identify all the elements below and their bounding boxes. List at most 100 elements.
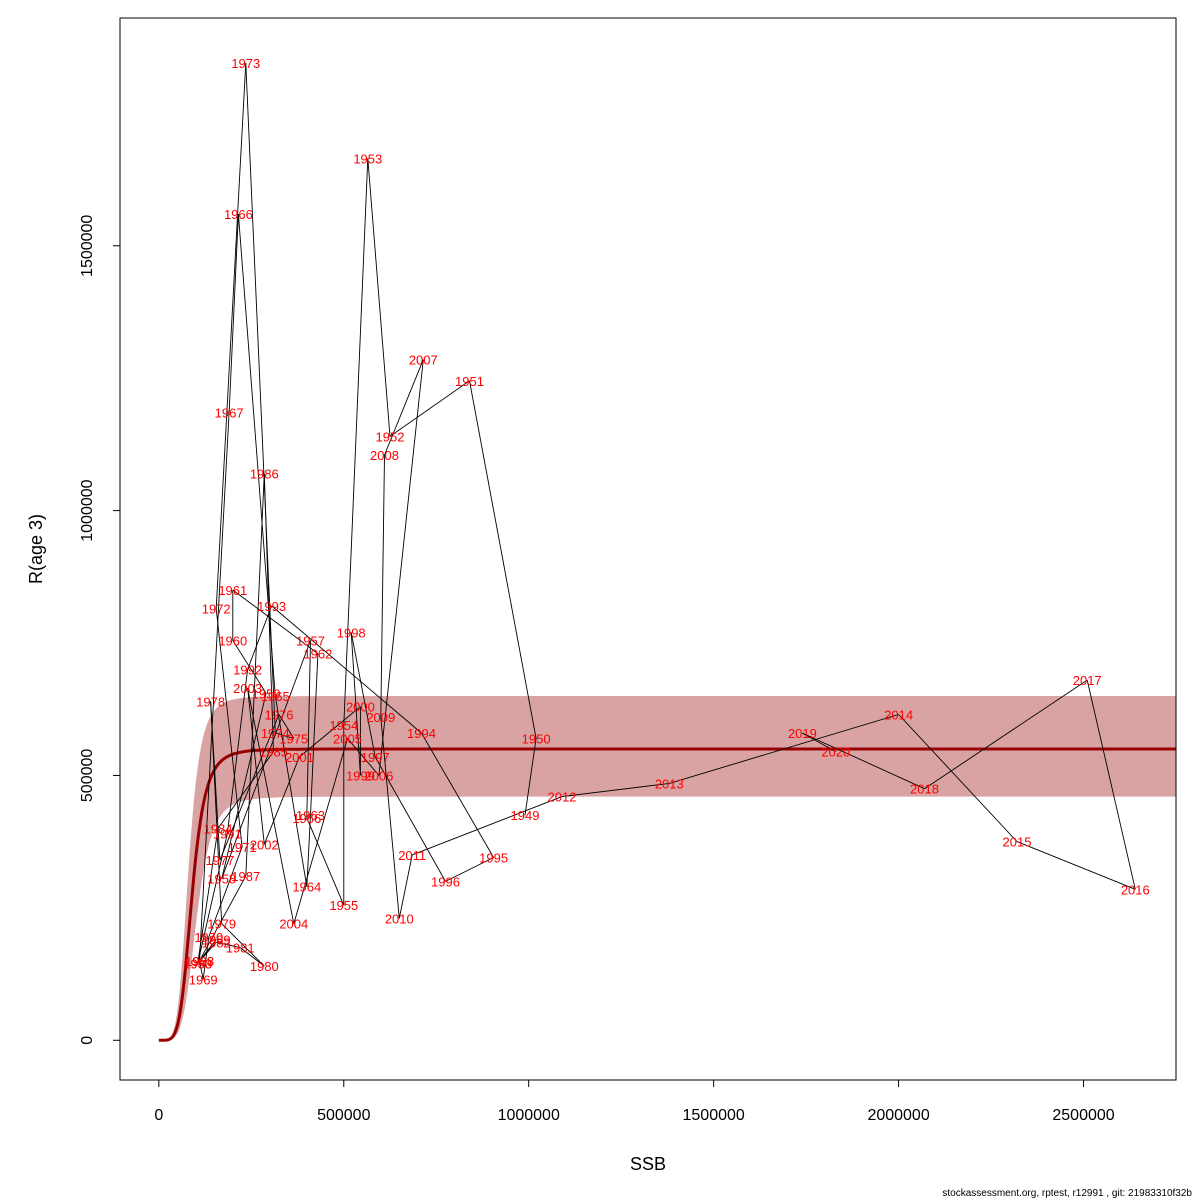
path-segment-1995-1996 bbox=[445, 857, 494, 882]
x-tick-label-1500000: 1500000 bbox=[683, 1107, 745, 1124]
path-segment-1964-1965 bbox=[274, 695, 308, 887]
path-segment-1997-1998 bbox=[350, 632, 376, 757]
path-segment-1961-1962 bbox=[232, 589, 319, 654]
point-label-2002: 2002 bbox=[250, 837, 279, 852]
path-segment-1984-1985 bbox=[217, 751, 274, 829]
path-segment-1980-1981 bbox=[239, 947, 265, 967]
path-segment-2008-2009 bbox=[380, 454, 385, 718]
point-label-2019: 2019 bbox=[788, 726, 817, 741]
confidence-band bbox=[158, 696, 1177, 1041]
path-segment-2001-2002 bbox=[263, 756, 300, 845]
path-segment-2000-2001 bbox=[299, 706, 361, 758]
path-segment-2010-2011 bbox=[398, 854, 413, 919]
point-label-2000: 2000 bbox=[346, 700, 375, 715]
point-label-1973: 1973 bbox=[231, 56, 260, 71]
path-segment-2017-2018 bbox=[924, 679, 1088, 790]
point-label-1958: 1958 bbox=[207, 872, 236, 887]
x-tick-label-500000: 500000 bbox=[317, 1107, 370, 1124]
x-axis: 0 500000 1000000 1500000 2000000 2500000 bbox=[154, 1079, 1115, 1124]
x-tick-label-0: 0 bbox=[154, 1107, 163, 1124]
footer-text: stockassessment.org, rptest, r12991 , gi… bbox=[942, 1188, 1192, 1199]
point-label-2015: 2015 bbox=[1003, 835, 1032, 850]
point-label-1950: 1950 bbox=[522, 731, 551, 746]
path-segment-1957-1958 bbox=[221, 640, 311, 879]
path-segment-1966-1967 bbox=[228, 213, 239, 413]
point-label-1986: 1986 bbox=[250, 467, 279, 482]
path-segment-1967-1968 bbox=[199, 412, 230, 961]
point-label-1951: 1951 bbox=[455, 374, 484, 389]
path-segment-1968-1969 bbox=[199, 960, 204, 980]
path-segment-1981-1982 bbox=[216, 941, 241, 949]
path-segment-1950-1951 bbox=[469, 380, 537, 739]
point-label-1955: 1955 bbox=[329, 898, 358, 913]
path-segment-1971-1972 bbox=[215, 608, 243, 847]
point-label-2004: 2004 bbox=[279, 917, 308, 932]
point-label-1997: 1997 bbox=[361, 750, 390, 765]
path-segment-1956-1957 bbox=[306, 640, 311, 818]
point-label-1990: 1990 bbox=[183, 957, 212, 972]
path-segment-1996-1997 bbox=[374, 756, 446, 882]
x-tick-label-1000000: 1000000 bbox=[498, 1107, 560, 1124]
path-segment-1992-1993 bbox=[247, 605, 273, 670]
point-label-1984: 1984 bbox=[204, 821, 233, 836]
path-segment-2004-2005 bbox=[293, 738, 348, 924]
path-segment-2019-2020 bbox=[802, 732, 836, 752]
point-label-1989: 1989 bbox=[202, 933, 231, 948]
point-label-1964: 1964 bbox=[292, 880, 321, 895]
path-segment-2006-2007 bbox=[378, 359, 424, 776]
point-label-1996: 1996 bbox=[431, 874, 460, 889]
path-segment-1970-1971 bbox=[208, 846, 243, 938]
path-segment-1974-1975 bbox=[275, 732, 294, 739]
point-label-1987: 1987 bbox=[231, 869, 260, 884]
path-segment-2015-2016 bbox=[1016, 841, 1136, 890]
point-label-1991: 1991 bbox=[213, 827, 242, 842]
point-label-2012: 2012 bbox=[548, 790, 577, 805]
x-tick-label-2000000: 2000000 bbox=[867, 1107, 929, 1124]
path-segment-2005-2006 bbox=[347, 738, 380, 776]
path-segment-1978-1979 bbox=[210, 701, 223, 924]
path-segment-1972-1973 bbox=[215, 62, 247, 609]
point-label-1977: 1977 bbox=[205, 853, 234, 868]
point-label-1957: 1957 bbox=[296, 633, 325, 648]
point-label-2003: 2003 bbox=[233, 681, 262, 696]
point-label-1992: 1992 bbox=[233, 663, 262, 678]
point-label-1963: 1963 bbox=[296, 808, 325, 823]
point-label-1988: 1988 bbox=[185, 954, 214, 969]
path-segment-2007-2008 bbox=[384, 359, 424, 456]
path-segment-1955-1956 bbox=[306, 817, 345, 906]
point-label-1994: 1994 bbox=[407, 726, 436, 741]
point-label-2009: 2009 bbox=[366, 710, 395, 725]
point-label-1980: 1980 bbox=[250, 959, 279, 974]
path-segment-2012-2013 bbox=[561, 782, 670, 798]
path-segment-1959-1960 bbox=[232, 640, 267, 694]
x-tick-label-2500000: 2500000 bbox=[1052, 1107, 1114, 1124]
point-label-2016: 2016 bbox=[1121, 882, 1150, 897]
point-label-1954: 1954 bbox=[329, 718, 358, 733]
point-label-1970: 1970 bbox=[194, 930, 223, 945]
point-label-1981: 1981 bbox=[226, 941, 255, 956]
point-label-2001: 2001 bbox=[285, 750, 314, 765]
point-label-1969: 1969 bbox=[189, 972, 218, 987]
point-label-1979: 1979 bbox=[207, 917, 236, 932]
path-segment-2016-2017 bbox=[1086, 679, 1136, 890]
point-label-1961: 1961 bbox=[218, 583, 247, 598]
point-label-1993: 1993 bbox=[257, 599, 286, 614]
path-segment-2003-2004 bbox=[247, 687, 295, 924]
point-label-1983: 1983 bbox=[183, 957, 212, 972]
path-segment-1953-1954 bbox=[343, 158, 369, 726]
point-label-1976: 1976 bbox=[265, 708, 294, 723]
path-segment-1958-1959 bbox=[221, 693, 267, 879]
point-label-1971: 1971 bbox=[228, 840, 257, 855]
year-path bbox=[197, 62, 1136, 980]
point-label-1975: 1975 bbox=[279, 731, 308, 746]
path-segment-1991-1992 bbox=[226, 669, 249, 834]
point-label-2005: 2005 bbox=[333, 731, 362, 746]
path-segment-1994-1995 bbox=[421, 732, 494, 858]
point-label-1953: 1953 bbox=[353, 151, 382, 166]
path-segment-2002-2003 bbox=[247, 687, 265, 845]
path-segment-1963-1964 bbox=[306, 815, 311, 887]
path-segment-1973-1974 bbox=[245, 62, 276, 734]
point-label-1985: 1985 bbox=[259, 745, 288, 760]
path-segment-2009-2010 bbox=[380, 717, 400, 919]
